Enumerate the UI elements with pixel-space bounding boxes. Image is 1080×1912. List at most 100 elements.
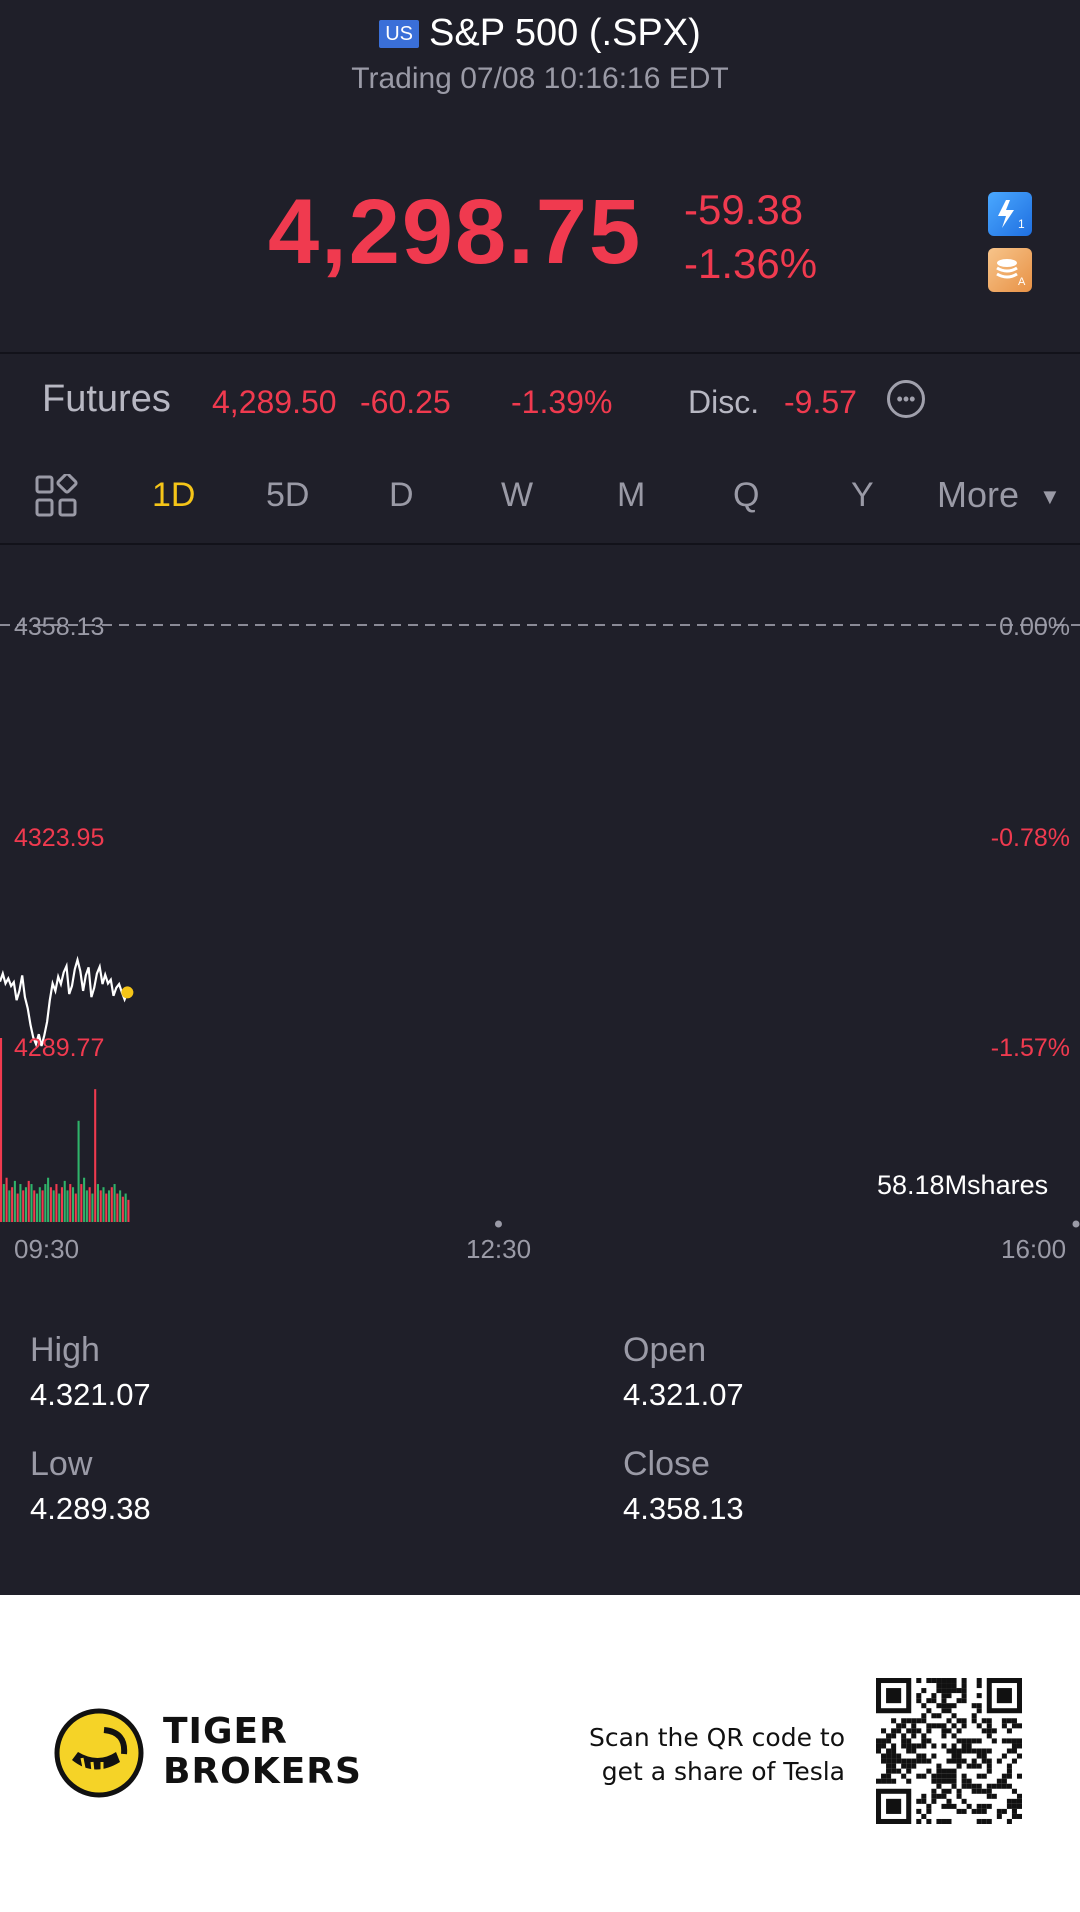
- volume-bar: [30, 1184, 33, 1222]
- time-label-mid: 12:30: [466, 1234, 532, 1264]
- volume-bar: [55, 1184, 58, 1222]
- volume-bar: [2, 1184, 5, 1222]
- tab-m[interactable]: M: [617, 476, 646, 514]
- volume-bar: [83, 1177, 86, 1222]
- futures-label: Futures: [42, 378, 171, 420]
- volume-bar: [121, 1196, 124, 1222]
- tab-w[interactable]: W: [501, 476, 534, 514]
- us-flag-badge: US: [379, 19, 419, 48]
- scan-text-line2: get a share of Tesla: [601, 1757, 845, 1786]
- x-tick-dot: [1072, 1220, 1080, 1228]
- volume-bar: [88, 1187, 91, 1222]
- low-value: 4.289.38: [30, 1491, 151, 1526]
- volume-bar: [77, 1120, 80, 1222]
- high-label: High: [30, 1331, 100, 1369]
- volume-bar: [24, 1187, 27, 1222]
- header: US S&P 500 (.SPX): [0, 12, 1080, 55]
- volume-label: 58.18Mshares: [877, 1170, 1049, 1200]
- volume-bar: [102, 1187, 105, 1222]
- price-change: -59.38: [684, 186, 804, 233]
- tiger-logo-icon: [54, 1708, 144, 1798]
- time-label-close: 16:00: [1001, 1234, 1067, 1264]
- tab-more[interactable]: More ▼: [937, 474, 1061, 516]
- tab-1d[interactable]: 1D: [152, 476, 196, 514]
- close-value: 4.358.13: [623, 1491, 744, 1526]
- volume-bar: [99, 1190, 102, 1222]
- volume-bar: [110, 1187, 113, 1222]
- volume-bar: [33, 1190, 36, 1222]
- time-label-open: 09:30: [14, 1234, 80, 1264]
- lightning-level1-icon[interactable]: 1: [988, 192, 1032, 236]
- volume-bar: [63, 1180, 66, 1222]
- brand-name-line2: BROKERS: [163, 1751, 362, 1792]
- volume-bar: [27, 1180, 30, 1222]
- ellipsis-circle-icon[interactable]: •••: [887, 380, 925, 418]
- volume-bar: [119, 1190, 122, 1222]
- futures-price: 4,289.50: [212, 384, 337, 420]
- volume-bar: [66, 1190, 69, 1222]
- volume-bar: [22, 1190, 25, 1222]
- volume-bar: [19, 1184, 22, 1222]
- volume-bar: [105, 1193, 108, 1222]
- volume-bar: [108, 1190, 111, 1222]
- stack-a-icon[interactable]: A: [988, 248, 1032, 292]
- scan-text-line1: Scan the QR code to: [588, 1723, 845, 1752]
- tab-d[interactable]: D: [389, 476, 414, 514]
- volume-bar: [60, 1187, 63, 1222]
- x-tick-dot: [494, 1220, 502, 1228]
- price-change-percent: -1.36%: [684, 240, 818, 287]
- layout-grid-icon[interactable]: [34, 474, 78, 518]
- volume-bar: [11, 1187, 14, 1222]
- disc-value: -9.57: [784, 384, 857, 420]
- volume-bar: [72, 1187, 75, 1222]
- disc-label: Disc.: [688, 384, 760, 420]
- y-label-right-mid: -0.78%: [990, 824, 1070, 852]
- open-label: Open: [623, 1331, 707, 1369]
- futures-row[interactable]: Futures 4,289.50 -60.25 -1.39% Disc. -9.…: [0, 378, 1080, 428]
- y-label-right-top: 0.00%: [999, 613, 1070, 641]
- last-price-dot: [121, 986, 134, 999]
- futures-change-percent: -1.39%: [511, 384, 613, 420]
- intraday-chart[interactable]: [0, 545, 1080, 1265]
- volume-bar: [49, 1187, 52, 1222]
- volume-bar: [113, 1184, 116, 1222]
- volume-bar: [41, 1190, 44, 1222]
- volume-bar: [0, 1038, 3, 1222]
- volume-bar: [44, 1184, 47, 1222]
- svg-text:1: 1: [1018, 217, 1025, 231]
- volume-bar: [47, 1177, 50, 1222]
- brand-name-line1: TIGER: [163, 1711, 288, 1752]
- more-label: More: [937, 474, 1020, 515]
- tab-5d[interactable]: 5D: [266, 476, 310, 514]
- volume-bar: [38, 1187, 41, 1222]
- page-title: S&P 500 (.SPX): [429, 12, 701, 54]
- volume-bar: [69, 1184, 72, 1222]
- y-label-left-bottom: 4289.77: [14, 1034, 105, 1062]
- volume-bar: [5, 1177, 8, 1222]
- futures-change: -60.25: [360, 384, 451, 420]
- high-value: 4.321.07: [30, 1377, 151, 1412]
- price-line: [0, 955, 129, 1048]
- tab-q[interactable]: Q: [733, 476, 760, 514]
- low-label: Low: [30, 1445, 93, 1483]
- volume-bar: [36, 1193, 39, 1222]
- volume-bar: [96, 1184, 99, 1222]
- y-label-right-bottom: -1.57%: [990, 1034, 1070, 1062]
- volume-bar: [16, 1193, 19, 1222]
- volume-bar: [8, 1190, 11, 1222]
- close-label: Close: [623, 1445, 710, 1483]
- svg-text:A: A: [1018, 276, 1026, 288]
- volume-bar: [80, 1184, 83, 1222]
- divider: [0, 543, 1080, 545]
- volume-bar: [127, 1199, 130, 1222]
- tab-y[interactable]: Y: [851, 476, 874, 514]
- last-price: 4,298.75: [268, 181, 643, 283]
- volume-bar: [94, 1089, 97, 1222]
- trading-status: Trading 07/08 10:16:16 EDT: [351, 62, 729, 95]
- qr-code-icon[interactable]: [876, 1678, 1022, 1824]
- period-tabs: 1D 5D D W M Q Y More ▼: [0, 470, 1080, 522]
- share-footer: TIGER BROKERS Scan the QR code to get a …: [0, 1595, 1080, 1912]
- y-label-left-top: 4358.13: [14, 613, 105, 641]
- volume-bar: [74, 1193, 77, 1222]
- volume-bar: [58, 1193, 61, 1222]
